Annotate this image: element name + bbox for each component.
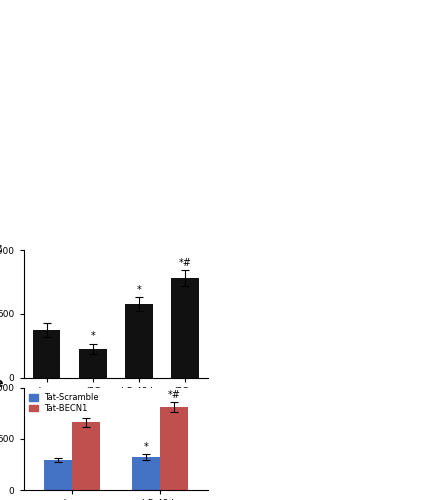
- Bar: [132, 456, 160, 490]
- Bar: [79, 349, 106, 378]
- Text: e: e: [0, 377, 3, 390]
- Text: c: c: [0, 242, 1, 256]
- Bar: [171, 278, 199, 378]
- Text: *: *: [136, 284, 141, 294]
- Bar: [125, 304, 153, 378]
- Text: *: *: [143, 442, 148, 452]
- Bar: [160, 407, 188, 490]
- Text: *#: *#: [167, 390, 180, 400]
- Text: *: *: [91, 331, 95, 341]
- Bar: [44, 460, 72, 490]
- Bar: [72, 422, 100, 490]
- Bar: [33, 330, 60, 378]
- Legend: Tat-Scramble, Tat-BECN1: Tat-Scramble, Tat-BECN1: [28, 392, 101, 414]
- Text: *#: *#: [178, 258, 191, 268]
